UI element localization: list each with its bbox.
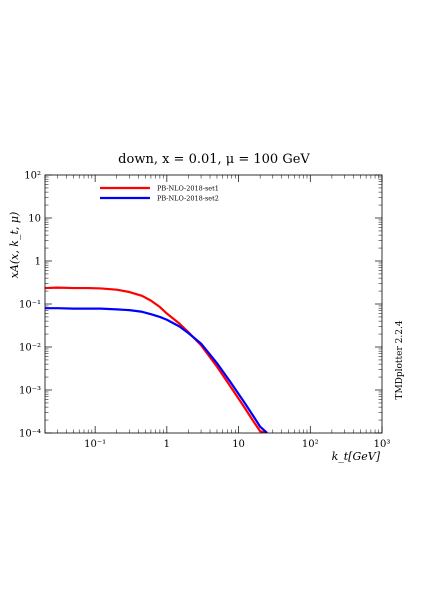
x-axis-label: k_t[GeV] [332, 450, 381, 463]
y-tick-label: 1 [35, 257, 41, 268]
y-tick-label: 10 [28, 214, 41, 225]
y-tick-label: 10² [24, 171, 41, 182]
y-axis-label: xA(x, k_t, μ) [8, 212, 21, 279]
chart-title: down, x = 0.01, μ = 100 GeV [118, 152, 310, 167]
x-tick-label: 10 [232, 439, 245, 450]
x-tick-label: 1 [164, 439, 170, 450]
series-line-1 [45, 286, 267, 433]
y-tick-label: 10⁻¹ [19, 300, 41, 311]
legend-label: PB-NLO-2018-set1 [157, 184, 219, 192]
y-tick-label: 10⁻² [19, 343, 41, 354]
legend: PB-NLO-2018-set1 PB-NLO-2018-set2 [100, 184, 219, 202]
legend-label: PB-NLO-2018-set2 [157, 194, 219, 202]
plot-frame [44, 174, 383, 434]
x-tick-label: 10² [302, 439, 319, 450]
y-tick-label: 10⁻³ [19, 386, 41, 397]
y-tick-label: 10⁻⁴ [19, 429, 41, 440]
side-label: TMDplotter 2.2.4 [395, 320, 405, 399]
y-tick-labels: 10⁻⁴ 10⁻³ 10⁻² 10⁻¹ 1 10 10² [19, 171, 41, 440]
series-line-2 [45, 307, 268, 433]
x-tick-label: 10⁻¹ [84, 439, 106, 450]
series-layer [45, 286, 268, 433]
x-tick-label: 10³ [374, 439, 391, 450]
axis-ticks [44, 174, 383, 434]
x-tick-labels: 10⁻¹ 1 10 10² 10³ [84, 439, 390, 450]
